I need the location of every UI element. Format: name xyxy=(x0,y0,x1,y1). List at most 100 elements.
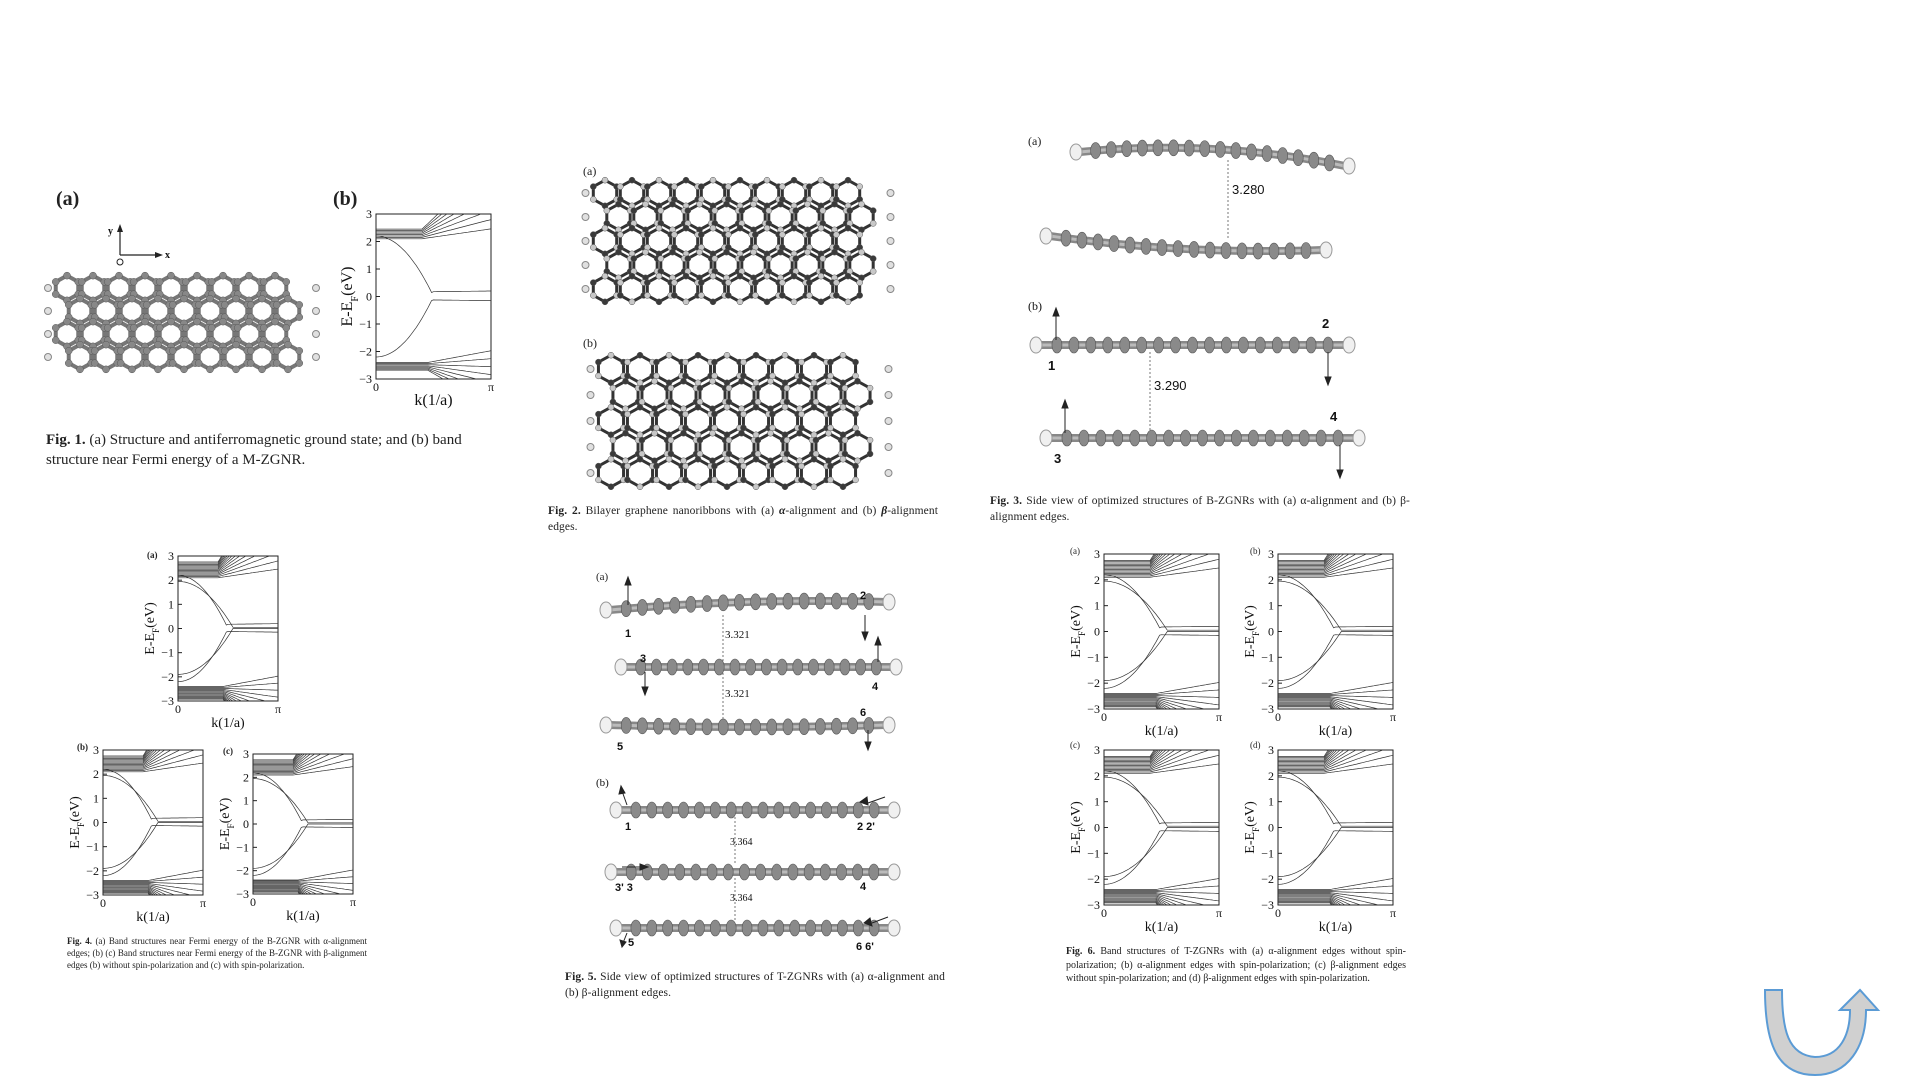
band-line xyxy=(103,889,154,895)
band-line xyxy=(103,750,172,768)
band-line xyxy=(253,884,326,894)
band-line xyxy=(253,754,308,768)
band-line xyxy=(1278,776,1393,827)
band-line xyxy=(1278,750,1332,760)
u-turn-arrow-icon[interactable] xyxy=(1760,985,1881,1077)
fig6-band-plot-a: 3 2 1 0 −1 −2 −3 0 π k(1/a) E-EF(eV) xyxy=(1066,547,1225,748)
fig4-band-plot-c: 3 2 1 0 −1 −2 −3 0 π k(1/a) E-EF(eV) xyxy=(215,747,359,933)
band-line xyxy=(253,754,298,761)
band-line xyxy=(376,368,450,379)
band-line xyxy=(103,750,149,758)
band-line xyxy=(1278,754,1393,773)
y-tick-label: −2 xyxy=(236,864,249,878)
fig4-caption-text: (a) Band structures near Fermi energy of… xyxy=(67,936,368,971)
band-line xyxy=(1104,554,1167,569)
fig6-band-plot-c: 3 2 1 0 −1 −2 −3 0 π k(1/a) E-EF(eV) xyxy=(1066,743,1225,944)
band-line xyxy=(1278,750,1333,761)
figure-4: (a) 3 2 1 0 −1 −2 −3 0 π k(1/a) E-EF(eV) (b) 3 2 1 0−… xyxy=(55,549,375,990)
fig3-caption-label: Fig. 3. xyxy=(990,495,1023,507)
y-tick-label: −3 xyxy=(86,888,99,902)
y-tick-label: 1 xyxy=(1094,795,1100,809)
band-line xyxy=(178,556,223,563)
y-tick-label: −2 xyxy=(1261,872,1274,886)
fig6-label-c: (c) xyxy=(1070,740,1080,750)
band-line xyxy=(1104,567,1219,578)
x-tick-start: 0 xyxy=(1275,906,1281,920)
band-line xyxy=(1278,554,1341,569)
y-tick-label: 2 xyxy=(1268,573,1274,587)
figure-5: (a) 3.321 3.321 1 2 3 4 5 6 (b) 3.364 3.… xyxy=(560,565,960,1005)
band-line xyxy=(1278,901,1334,905)
band-line xyxy=(178,691,243,701)
band-line xyxy=(1104,697,1206,709)
fig4-label-b: (b) xyxy=(77,742,88,752)
band-line xyxy=(1278,750,1330,759)
band-line xyxy=(1104,770,1219,825)
fig6-caption: Fig. 6. Band structures of T-ZGNRs with … xyxy=(1066,945,1406,986)
y-tick-label: −1 xyxy=(1087,846,1100,860)
y-tick-label: 1 xyxy=(243,794,249,808)
x-tick-start: 0 xyxy=(175,702,181,716)
fig5-distance-a1: 3.321 xyxy=(725,629,750,641)
fig2-structure-a xyxy=(581,176,895,306)
band-line xyxy=(253,754,331,772)
fig3-atom-1: 1 xyxy=(1048,358,1055,373)
band-line xyxy=(1278,898,1339,905)
band-line xyxy=(178,568,278,579)
band-line xyxy=(103,825,203,877)
y-tick-label: 0 xyxy=(93,816,99,830)
band-line xyxy=(1104,631,1219,681)
y-tick-label: 3 xyxy=(243,747,249,761)
band-line xyxy=(1104,892,1219,902)
fig2-caption-label: Fig. 2. xyxy=(548,505,581,517)
band-line xyxy=(376,365,491,375)
band-line xyxy=(376,214,443,231)
x-tick-end: π xyxy=(200,896,206,910)
fig2-label-b: (b) xyxy=(583,336,597,350)
band-line xyxy=(1278,697,1380,709)
band-line xyxy=(253,754,301,764)
band-line xyxy=(1104,754,1219,773)
band-line xyxy=(178,556,228,568)
fig3-distance-b: 3.290 xyxy=(1154,378,1187,393)
band-line xyxy=(1104,703,1163,709)
band-line xyxy=(1104,701,1168,709)
band-line xyxy=(1278,750,1357,769)
y-tick-label: −3 xyxy=(236,887,249,901)
band-line xyxy=(1278,580,1393,631)
band-line xyxy=(103,884,176,895)
y-tick-label: −1 xyxy=(86,840,99,854)
band-line xyxy=(253,886,312,894)
band-line xyxy=(178,698,226,701)
band-line xyxy=(1278,750,1338,764)
x-tick-start: 0 xyxy=(100,896,106,910)
band-line xyxy=(1104,554,1155,561)
band-line xyxy=(178,631,278,683)
band-line xyxy=(103,750,151,761)
band-line xyxy=(253,754,346,774)
y-tick-label: 1 xyxy=(366,262,372,276)
band-line xyxy=(253,754,316,770)
beta-symbol: β xyxy=(881,505,888,517)
band-line xyxy=(253,885,318,894)
band-line xyxy=(1278,702,1339,709)
band-line xyxy=(1278,902,1333,905)
y-tick-label: −3 xyxy=(1261,702,1274,716)
fig3-arrows xyxy=(1052,306,1344,480)
band-line xyxy=(1278,705,1334,709)
fig5-distance-a2: 3.321 xyxy=(725,688,750,700)
y-axis-label: E-EF(eV) xyxy=(339,267,361,327)
y-tick-label: 3 xyxy=(1268,547,1274,561)
y-tick-label: 0 xyxy=(1094,625,1100,639)
fig2-caption-text-1: Bilayer graphene nanoribbons with (a) xyxy=(585,505,779,517)
axis-x-label: x xyxy=(165,250,170,261)
band-line xyxy=(376,214,466,235)
band-line xyxy=(1278,700,1346,709)
y-tick-label: −1 xyxy=(1261,846,1274,860)
band-line xyxy=(1278,893,1380,905)
band-line xyxy=(178,675,278,687)
x-axis-label: k(1/a) xyxy=(1319,920,1353,935)
band-line xyxy=(1104,554,1161,566)
band-line xyxy=(1104,898,1165,905)
band-line xyxy=(1278,897,1342,905)
